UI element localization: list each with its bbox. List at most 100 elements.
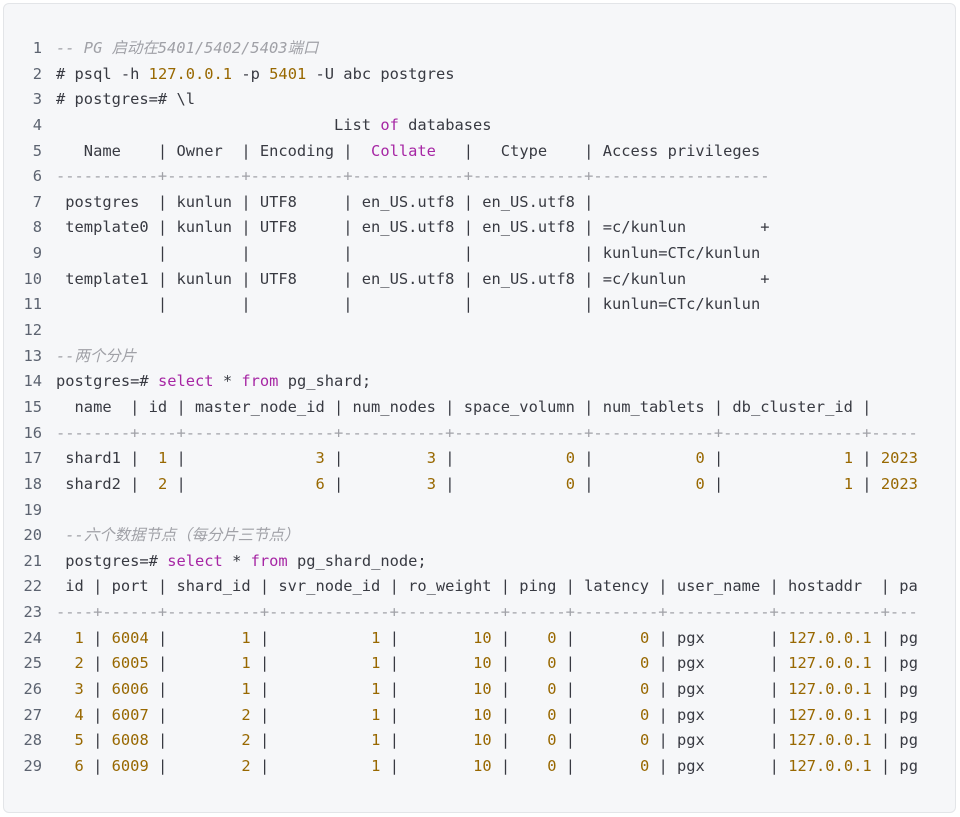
code-token: | — [148, 654, 242, 673]
code-line: 14 postgres=# select * from pg_shard; — [4, 369, 955, 395]
code-token: 3 — [315, 449, 325, 468]
code-token: | pgx | — [649, 731, 789, 750]
code-token: 127.0.0.1 — [788, 756, 872, 775]
code-token — [56, 680, 75, 698]
line-number: 24 — [23, 628, 42, 647]
code-token — [56, 654, 75, 672]
code-token: 127.0.0.1 — [788, 731, 872, 750]
code-token: 6004 — [111, 628, 149, 647]
code-token: 10 — [473, 705, 492, 724]
code-token: --六个数据节点（每分片三节点） — [65, 526, 300, 545]
line-number: 12 — [23, 321, 42, 340]
code-token: | — [83, 680, 112, 699]
code-token: | — [491, 654, 548, 673]
code-line: 17 shard1 | 1 | 3 | 3 | 0 | 0 | 1 | 2023 — [4, 446, 955, 472]
line-number: 28 — [23, 731, 42, 750]
code-token: 2 — [157, 474, 168, 493]
code-token: | — [148, 731, 242, 750]
code-token: | — [853, 449, 881, 468]
code-token: | — [853, 474, 881, 493]
code-token: | — [435, 474, 566, 493]
code-token: | — [250, 731, 372, 750]
code-token: | pgx | — [649, 654, 789, 673]
line-number: 17 — [23, 449, 42, 468]
line-number: 7 — [32, 192, 42, 211]
code-token: | pgx | — [649, 680, 789, 699]
code-token: | | | | | kunlun=CTc/kunlun — [56, 244, 761, 263]
code-token: | — [380, 680, 474, 699]
code-line: 12 — [4, 318, 955, 344]
code-token: Collate — [371, 141, 436, 160]
code-token: | — [380, 731, 474, 750]
code-text: # psql -h 127.0.0.1 -p 5401 -U abc postg… — [56, 62, 455, 88]
line-number: 13 — [23, 346, 42, 365]
code-token: | — [491, 680, 548, 699]
code-token: 3 — [426, 449, 436, 468]
code-text: shard1 | 1 | 3 | 3 | 0 | 0 | 1 | 2023 — [56, 446, 918, 472]
code-token: 0 — [639, 680, 650, 699]
code-token: * — [222, 551, 251, 570]
code-text: postgres=# select * from pg_shard_node; — [56, 549, 426, 575]
line-number: 18 — [23, 474, 42, 493]
code-token: | — [575, 449, 696, 468]
line-number: 2 — [32, 64, 42, 83]
code-token: 0 — [639, 756, 650, 775]
line-number: 10 — [23, 269, 42, 288]
code-token: select — [157, 372, 214, 391]
code-line: 9 | | | | | kunlun=CTc/kunlun — [4, 241, 955, 267]
code-token: | — [575, 474, 696, 493]
code-token: 2 — [74, 654, 84, 673]
code-line: 24 1 | 6004 | 1 | 1 | 10 | 0 | 0 | pgx |… — [4, 626, 955, 652]
code-token: 1 — [241, 654, 251, 673]
code-text: 2 | 6005 | 1 | 1 | 10 | 0 | 0 | pgx | 12… — [56, 651, 918, 677]
code-line: 2 # psql -h 127.0.0.1 -p 5401 -U abc post… — [4, 62, 955, 88]
code-token: of — [380, 115, 399, 134]
code-token: | pg — [871, 654, 918, 673]
code-token: 0 — [547, 680, 557, 699]
code-token: 2023 — [880, 474, 918, 493]
code-line: 1 -- PG 启动在5401/5402/5403端口 — [4, 36, 955, 62]
code-text: 6 | 6009 | 2 | 1 | 10 | 0 | 0 | pgx | 12… — [56, 754, 918, 780]
code-text: shard2 | 2 | 6 | 3 | 0 | 0 | 1 | 2023 — [56, 472, 918, 498]
code-text: --------+----+----------------+---------… — [56, 421, 918, 447]
code-token: | — [148, 628, 242, 647]
code-token: 4 — [74, 705, 84, 724]
code-token: 1 — [371, 654, 381, 673]
code-token: | — [380, 705, 474, 724]
code-token: 6 — [74, 756, 84, 775]
code-token: 1 — [371, 756, 381, 775]
code-token: Name | Owner | Encoding | — [56, 141, 372, 160]
code-text: # postgres=# \l — [56, 87, 195, 113]
code-token: | — [704, 474, 844, 493]
code-line: 28 5 | 6008 | 2 | 1 | 10 | 0 | 0 | pgx |… — [4, 728, 955, 754]
code-token: | — [556, 731, 640, 750]
code-line: 4 List of databases — [4, 113, 955, 139]
code-token: # postgres=# \l — [56, 90, 195, 109]
code-token: 6008 — [111, 731, 149, 750]
code-token: | — [380, 654, 474, 673]
code-token: 0 — [547, 731, 557, 750]
code-token: 127.0.0.1 — [788, 654, 872, 673]
code-text: template0 | kunlun | UTF8 | en_US.utf8 |… — [56, 215, 769, 241]
code-text: -- PG 启动在5401/5402/5403端口 — [56, 36, 318, 62]
code-token: 0 — [639, 628, 650, 647]
code-token: shard2 | — [56, 474, 158, 493]
code-text: | | | | | kunlun=CTc/kunlun — [56, 241, 760, 267]
code-token: 1 — [74, 628, 84, 647]
code-token: | — [83, 731, 112, 750]
code-token: 1 — [371, 705, 381, 724]
code-token: from — [241, 372, 279, 391]
code-line: 19 — [4, 498, 955, 524]
code-token: | — [83, 705, 112, 724]
code-token: 0 — [639, 705, 650, 724]
code-token: | — [380, 628, 474, 647]
code-token: | — [250, 705, 372, 724]
code-token: 0 — [547, 628, 557, 647]
code-text: postgres | kunlun | UTF8 | en_US.utf8 | … — [56, 190, 603, 216]
code-token: | pg — [871, 628, 918, 647]
code-token: | — [704, 449, 844, 468]
code-line: 5 Name | Owner | Encoding | Collate | Ct… — [4, 139, 955, 165]
code-token: | — [250, 654, 372, 673]
line-number: 6 — [32, 167, 42, 186]
code-token: 10 — [473, 654, 492, 673]
